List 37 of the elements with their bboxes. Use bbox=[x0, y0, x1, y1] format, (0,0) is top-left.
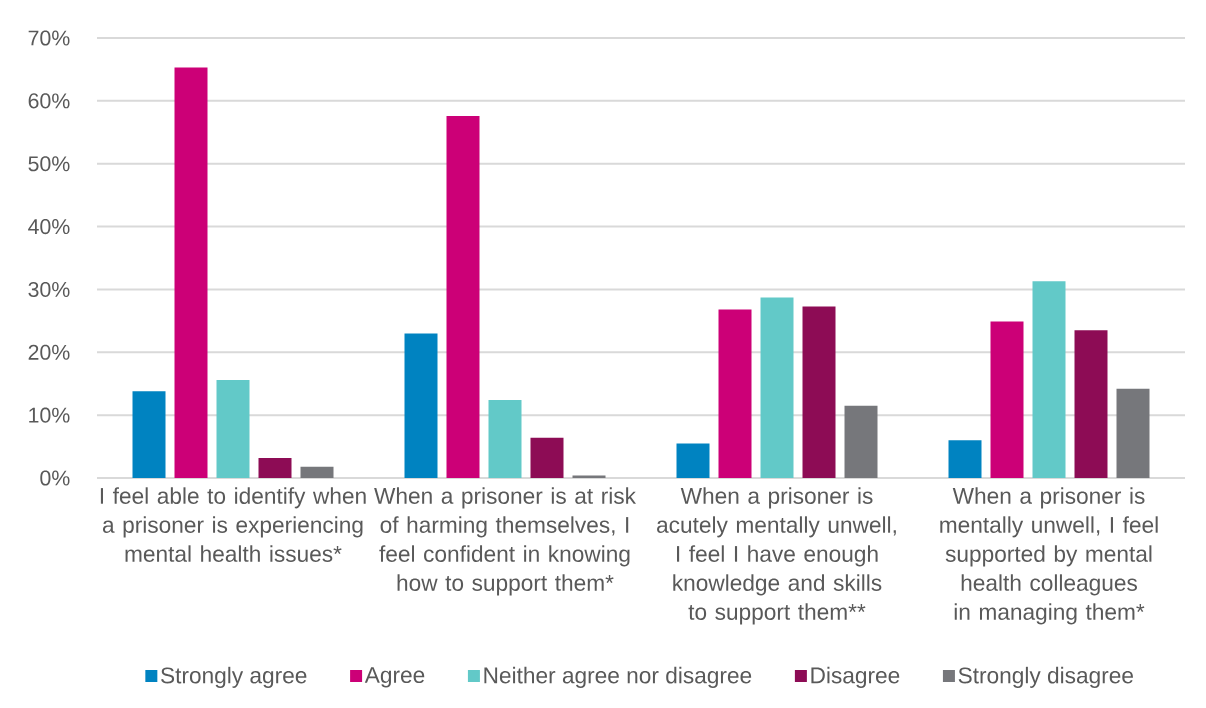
bar bbox=[572, 475, 606, 479]
bar bbox=[990, 321, 1024, 479]
bar bbox=[530, 437, 564, 479]
legend-label: Strongly disagree bbox=[958, 666, 1133, 688]
bar bbox=[718, 309, 752, 479]
y-tick-label: 0% bbox=[40, 470, 70, 486]
bar bbox=[844, 405, 878, 479]
legend-label: Disagree bbox=[811, 666, 900, 688]
legend-label: Neither agree nor disagree bbox=[484, 666, 752, 688]
x-tick-label: When a prisoner is mentally unwell, I feel supported by mental health colleagues in managing them* bbox=[940, 487, 1158, 625]
y-tick-label: 70% bbox=[28, 30, 70, 46]
bar bbox=[446, 115, 480, 479]
y-tick-label: 20% bbox=[28, 344, 70, 360]
y-tick-label: 10% bbox=[29, 407, 70, 423]
bar bbox=[258, 457, 292, 479]
bar bbox=[802, 306, 836, 479]
bar bbox=[174, 67, 208, 479]
bar bbox=[1116, 388, 1150, 479]
y-tick-label: 50% bbox=[28, 156, 70, 172]
bar bbox=[948, 440, 982, 479]
y-tick-label: 60% bbox=[28, 93, 70, 109]
legend-label: Agree bbox=[364, 667, 425, 688]
x-tick-label: When a prisoner is acutely mentally unwell, I feel I have enough knowledge and skills to support them** bbox=[657, 487, 896, 625]
y-tick-label: 30% bbox=[28, 281, 70, 297]
bar bbox=[760, 297, 794, 479]
bar bbox=[1074, 330, 1108, 479]
bar bbox=[676, 443, 710, 479]
bar bbox=[1032, 281, 1066, 479]
bar bbox=[404, 333, 438, 479]
legend-label: Strongly agree bbox=[161, 666, 307, 688]
x-tick-label: I feel able to identify when a prisoner is experiencing mental health issues* bbox=[100, 487, 366, 562]
bar bbox=[300, 466, 334, 479]
x-tick-label: When a prisoner is at risk of harming themselves, I feel confident in knowing how to support them* bbox=[374, 487, 636, 596]
bar bbox=[488, 400, 522, 479]
bar bbox=[132, 391, 166, 479]
y-tick-label: 40% bbox=[28, 219, 70, 235]
bar bbox=[216, 379, 250, 479]
